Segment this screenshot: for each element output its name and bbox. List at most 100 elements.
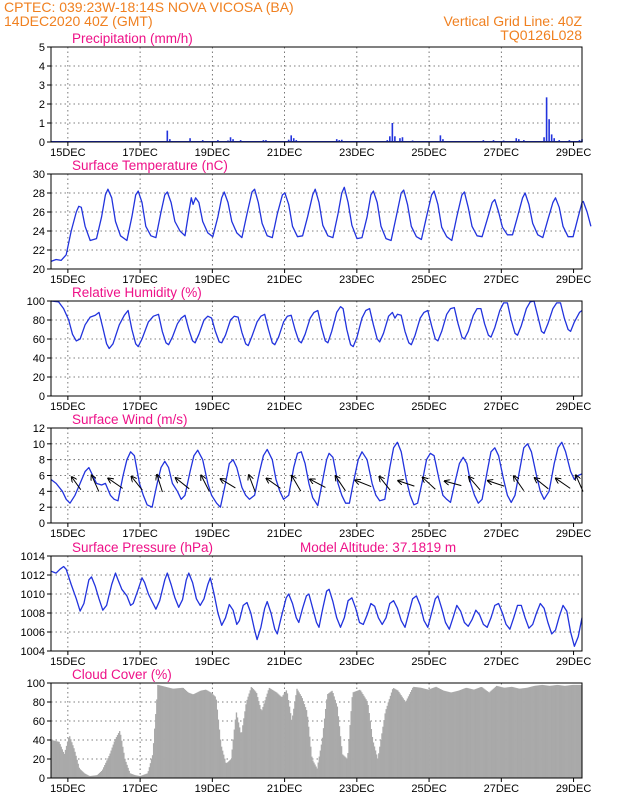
precip-bar	[553, 138, 555, 142]
rh-xtick-label: 21DEC	[267, 401, 303, 413]
cloud-bar	[241, 732, 243, 778]
wind-arrow	[201, 475, 210, 492]
cloud-bar	[475, 688, 478, 778]
cloud-bar	[242, 725, 244, 778]
temp-xtick-label: 29DEC	[556, 274, 592, 286]
rh-ytick-label: 20	[33, 372, 45, 384]
cloud-bar	[478, 687, 481, 778]
cloud-bar	[185, 690, 188, 778]
cloud-bar	[175, 688, 177, 778]
cloud-bar	[566, 685, 568, 778]
cloud-bar	[210, 692, 212, 778]
rh-title: Relative Humidity (%)	[72, 285, 202, 300]
press-xtick-label: 27DEC	[484, 656, 520, 668]
precip-bar	[439, 135, 442, 142]
temp-xtick-label: 19DEC	[195, 274, 231, 286]
cloud-bar	[429, 689, 431, 778]
cloud-bar	[124, 758, 126, 778]
cloud-bar	[428, 689, 430, 778]
cloud-bar	[313, 762, 315, 778]
cloud-bar	[372, 742, 375, 778]
cloud-bar	[447, 691, 449, 778]
cloud-bar	[206, 690, 208, 778]
cloud-bar	[309, 736, 311, 778]
cloud-bar	[90, 775, 92, 778]
cloud-xtick-label: 19DEC	[195, 783, 231, 795]
cloud-bar	[317, 762, 319, 778]
cloud-bar	[389, 695, 392, 778]
precip-xtick-label: 21DEC	[267, 147, 303, 159]
cloud-bar	[104, 765, 106, 778]
cloud-bar	[534, 685, 536, 778]
rh-xtick-label: 29DEC	[556, 401, 592, 413]
cloud-bar	[422, 688, 425, 778]
cloud-bar	[59, 744, 61, 778]
cloud-bar	[106, 760, 108, 778]
temp-title: Surface Temperature (nC)	[72, 158, 228, 173]
cloud-bar	[141, 775, 143, 778]
cloud-bar	[498, 686, 500, 778]
cloud-bar	[477, 687, 480, 778]
rh-xtick-label: 15DEC	[50, 401, 86, 413]
cloud-bar	[262, 706, 264, 778]
cloud-bar	[268, 687, 271, 778]
press-ytick-label: 1010	[21, 589, 45, 601]
cloud-bar	[120, 734, 122, 778]
cloud-bar	[63, 753, 66, 778]
cloud-bar	[263, 703, 265, 778]
cloud-bar	[121, 740, 123, 778]
cloud-bar	[476, 688, 479, 778]
cloud-bar	[463, 688, 465, 778]
wind-title: Surface Wind (m/s)	[72, 412, 188, 427]
cloud-bar	[419, 687, 421, 778]
cloud-bar	[348, 739, 350, 778]
cloud-bar	[82, 772, 85, 778]
temp-xtick-label: 27DEC	[484, 274, 520, 286]
cloud-bar	[270, 689, 273, 778]
wind-arrow	[355, 480, 372, 488]
cloud-bar	[541, 684, 544, 778]
precip-xtick-label: 15DEC	[50, 147, 86, 159]
cloud-bar	[409, 692, 412, 778]
cloud-bar	[443, 690, 446, 778]
cloud-bar	[567, 685, 569, 778]
header-grid-line: Vertical Grid Line: 40Z	[443, 13, 582, 29]
cloud-bar	[179, 688, 181, 778]
cloud-bar	[517, 688, 519, 778]
cloud-bar	[150, 759, 153, 778]
cloud-bar	[435, 686, 437, 778]
wind-arrow	[310, 479, 326, 488]
wind-xtick-label: 19DEC	[195, 528, 231, 540]
cloud-bar	[197, 691, 199, 778]
precip-xtick-label: 25DEC	[411, 147, 447, 159]
cloud-bar	[576, 684, 579, 778]
cloud-bar	[553, 685, 555, 778]
cloud-bar	[177, 688, 179, 778]
cloud-bar	[91, 775, 93, 778]
cloud-bar	[264, 700, 266, 778]
cloud-bar	[246, 699, 248, 778]
temp-xtick-label: 17DEC	[122, 274, 158, 286]
cloud-bar	[311, 756, 313, 778]
precip-xtick-label: 29DEC	[556, 147, 592, 159]
cloud-bar	[385, 709, 387, 778]
cloud-bar	[234, 719, 237, 778]
cloud-bar	[438, 688, 440, 778]
cloud-bar	[369, 721, 371, 778]
cloud-bar	[402, 698, 404, 778]
cloud-bar	[145, 773, 147, 778]
press-annotation: Model Altitude: 37.1819 m	[300, 540, 456, 555]
cloud-bar	[226, 763, 228, 778]
cloud-bar	[554, 685, 556, 778]
cloud-bar	[300, 695, 302, 778]
cloud-bar	[465, 687, 467, 778]
cloud-bar	[570, 685, 572, 778]
cloud-bar	[351, 697, 353, 778]
cloud-bar	[92, 775, 94, 778]
cloud-bar	[233, 729, 236, 778]
precip-ytick-label: 4	[39, 61, 45, 73]
cloud-bar	[283, 693, 285, 778]
cloud-bar	[128, 770, 130, 778]
cloud-bar	[487, 691, 489, 778]
cloud-bar	[84, 773, 87, 778]
